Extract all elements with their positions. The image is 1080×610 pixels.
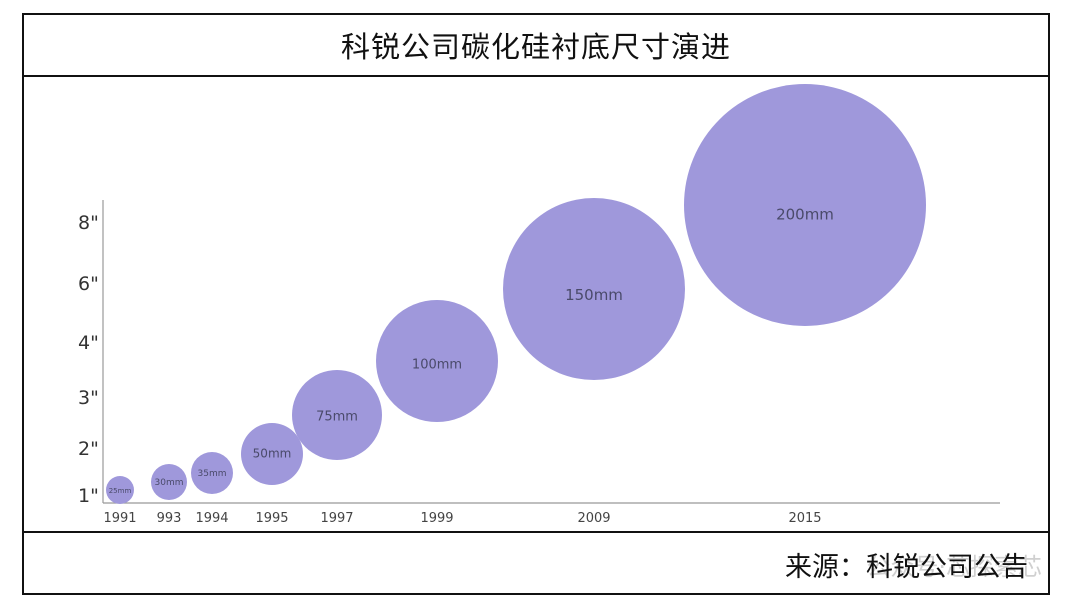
x-tick-label: 2015 xyxy=(788,511,821,526)
y-tick-label: 3" xyxy=(78,387,99,409)
y-tick-label: 1" xyxy=(78,485,99,507)
y-tick-label: 2" xyxy=(78,438,99,460)
bubble-group: 25mm 30mm 35mm 50mm 75mm 100mm 150mm 200mm xyxy=(106,84,926,504)
chart-frame: 科锐公司碳化硅衬底尺寸演进 公众号·芯探索芯 来源：科锐公司公告 xyxy=(22,13,1050,595)
y-tick-group: 1" 2" 3" 4" 6" 8" xyxy=(78,212,99,507)
bubble-label: 50mm xyxy=(253,447,292,461)
bubble-label: 100mm xyxy=(412,357,462,372)
bubble-30mm xyxy=(151,464,187,500)
bubble-25mm xyxy=(106,476,134,504)
x-tick-label: 1999 xyxy=(420,511,453,526)
bubble-75mm xyxy=(292,370,382,460)
y-tick-label: 8" xyxy=(78,212,99,234)
bubble-label: 75mm xyxy=(316,409,358,424)
x-tick-label: 1995 xyxy=(255,511,288,526)
bubble-50mm xyxy=(241,423,303,485)
y-tick-label: 6" xyxy=(78,273,99,295)
watermark: 公众号·芯探索芯 xyxy=(866,553,1042,581)
bubble-label: 25mm xyxy=(109,487,132,495)
bubble-100mm xyxy=(376,300,498,422)
x-tick-label: 2009 xyxy=(577,511,610,526)
chart-title: 科锐公司碳化硅衬底尺寸演进 xyxy=(24,15,1048,77)
bubble-35mm xyxy=(191,452,233,494)
x-tick-group: 1991 993 1994 1995 1997 1999 2009 2015 xyxy=(103,511,821,526)
x-tick-label: 1997 xyxy=(320,511,353,526)
source-row: 公众号·芯探索芯 来源：科锐公司公告 xyxy=(24,531,1048,593)
bubble-label: 30mm xyxy=(155,478,184,488)
x-tick-label: 1994 xyxy=(195,511,228,526)
bubble-200mm xyxy=(684,84,926,326)
bubble-label: 150mm xyxy=(565,286,623,304)
bubble-150mm xyxy=(503,198,685,380)
y-tick-label: 4" xyxy=(78,332,99,354)
bubble-label: 200mm xyxy=(776,206,834,224)
source-note: 来源：科锐公司公告 xyxy=(785,552,1028,583)
x-tick-label: 1991 xyxy=(103,511,136,526)
x-tick-label: 993 xyxy=(157,511,182,526)
bubble-label: 35mm xyxy=(198,469,227,479)
